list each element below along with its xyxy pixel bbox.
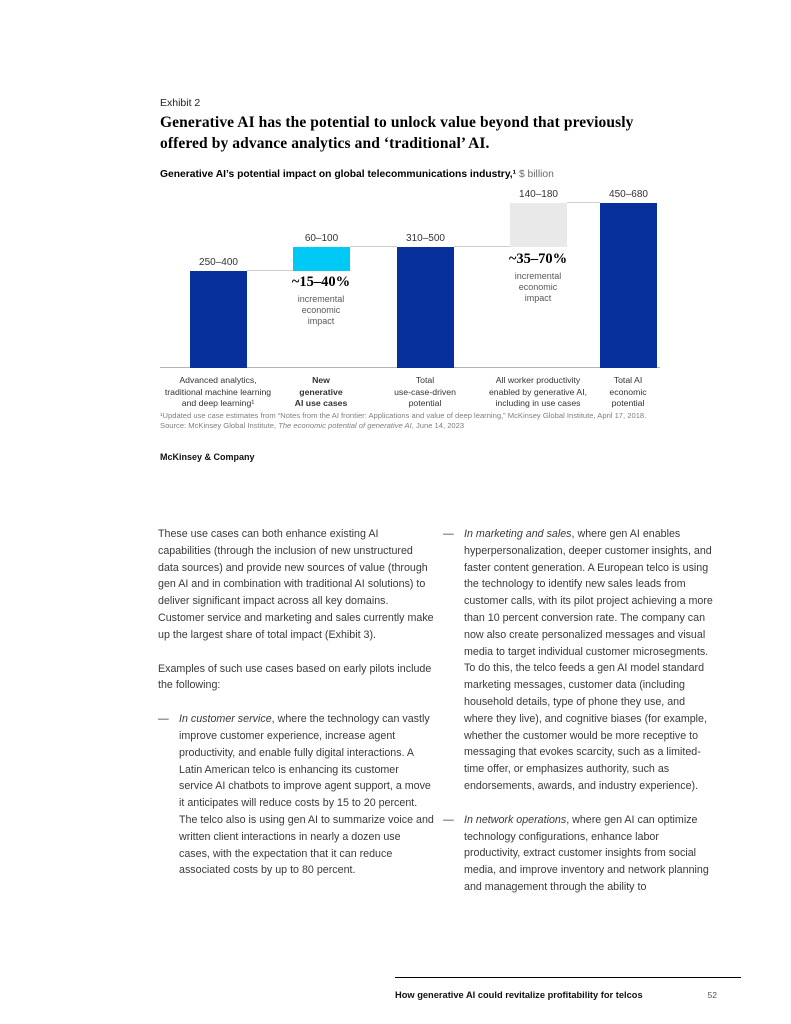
annotation-2-sub: incremental economic impact [514, 271, 562, 303]
chart-subtitle: Generative AI’s potential impact on glob… [160, 169, 554, 180]
category-label-worker-productivity: All worker productivity enabled by gener… [488, 375, 588, 408]
paragraph-examples: Examples of such use cases based on earl… [158, 662, 432, 692]
footnote-source-title: The economic potential of generative AI [278, 421, 412, 430]
category-label-new-gen-ai: New generative AI use cases [294, 375, 348, 408]
bullet-network-operations-text: In network operations, where gen AI can … [464, 812, 716, 896]
chart-connector-1 [350, 246, 397, 247]
footer-rule [395, 977, 741, 978]
footer-title: How generative AI could revitalize profi… [395, 990, 643, 1000]
exhibit-label: Exhibit 2 [160, 97, 201, 109]
bullet-network-operations: — In network operations, where gen AI ca… [443, 812, 716, 896]
chart-category-labels: Advanced analytics, traditional machine … [160, 375, 660, 417]
chart-bar-value-3: 140–180 [519, 189, 558, 201]
footnote-line-1: ¹Updated use case estimates from “Notes … [160, 411, 647, 420]
bullet-network-operations-lead: In network operations [464, 813, 567, 826]
category-label-total-use-case: Total use-case-driven potential [394, 375, 456, 408]
chart-bar-value-2: 310–500 [406, 233, 445, 244]
bullet-dash: — [443, 813, 454, 826]
chart-subtitle-text: Generative AI’s potential impact on glob… [160, 169, 517, 180]
body-column-left: These use cases can both enhance existin… [158, 526, 434, 896]
mckinsey-brand: McKinsey & Company [160, 452, 255, 462]
chart-bar-4 [600, 203, 657, 368]
chart-bar-3 [510, 203, 567, 247]
waterfall-chart: ~15–40% incremental economic impact ~35–… [160, 189, 660, 368]
bullet-marketing-sales-text: In marketing and sales, where gen AI ena… [464, 526, 716, 795]
annotation-2-headline: ~35–70% [508, 251, 568, 267]
chart-connector-2 [454, 246, 510, 247]
footer: How generative AI could revitalize profi… [395, 990, 717, 1000]
bullet-marketing-sales-rest: , where gen AI enables hyperpersonalizat… [464, 528, 713, 792]
chart-bar-value-4: 450–680 [609, 189, 648, 201]
chart-bar-0 [190, 271, 247, 368]
exhibit-title: Generative AI has the potential to unloc… [160, 114, 634, 152]
footnote-source-suffix: , June 14, 2023 [411, 421, 465, 430]
bullet-marketing-sales: — In marketing and sales, where gen AI e… [443, 526, 716, 795]
bullet-customer-service-text: In customer service, where the technolog… [179, 711, 434, 879]
paragraph-use-cases: These use cases can both enhance existin… [158, 528, 434, 641]
chart-footnote: ¹Updated use case estimates from “Notes … [160, 411, 670, 431]
bullet-customer-service: — In customer service, where the technol… [158, 711, 434, 879]
chart-bar-2 [397, 247, 454, 368]
bullet-dash: — [158, 713, 169, 726]
annotation-1-sub: incremental economic impact [297, 294, 345, 326]
chart-connector-0 [247, 270, 293, 272]
bullet-dash: — [443, 528, 454, 540]
bullet-customer-service-lead: In customer service [179, 713, 272, 726]
category-label-total-ai: Total AI economic potential [609, 375, 647, 408]
footnote-source-prefix: Source: McKinsey Global Institute, [160, 421, 279, 430]
page-number: 52 [707, 990, 717, 1000]
footnote-source-line: Source: McKinsey Global Institute, The e… [160, 421, 670, 431]
chart-bar-value-0: 250–400 [199, 257, 238, 269]
bullet-marketing-sales-lead: In marketing and sales [464, 528, 572, 540]
body-column-right: — In marketing and sales, where gen AI e… [443, 526, 716, 913]
category-label-advanced-analytics: Advanced analytics, traditional machine … [164, 375, 272, 408]
chart-subtitle-unit: $ billion [516, 169, 554, 180]
chart-connector-3 [567, 202, 600, 204]
chart-bar-value-1: 60–100 [304, 233, 339, 244]
annotation-2: ~35–70% incremental economic impact [509, 251, 567, 304]
bullet-customer-service-rest: , where the technology can vastly improv… [179, 713, 434, 877]
bullet-network-operations-rest: , where gen AI can optimize technology c… [464, 813, 709, 893]
chart-bar-1 [293, 247, 350, 272]
annotation-1-headline: ~15–40% [291, 274, 351, 290]
annotation-1: ~15–40% incremental economic impact [292, 274, 350, 327]
